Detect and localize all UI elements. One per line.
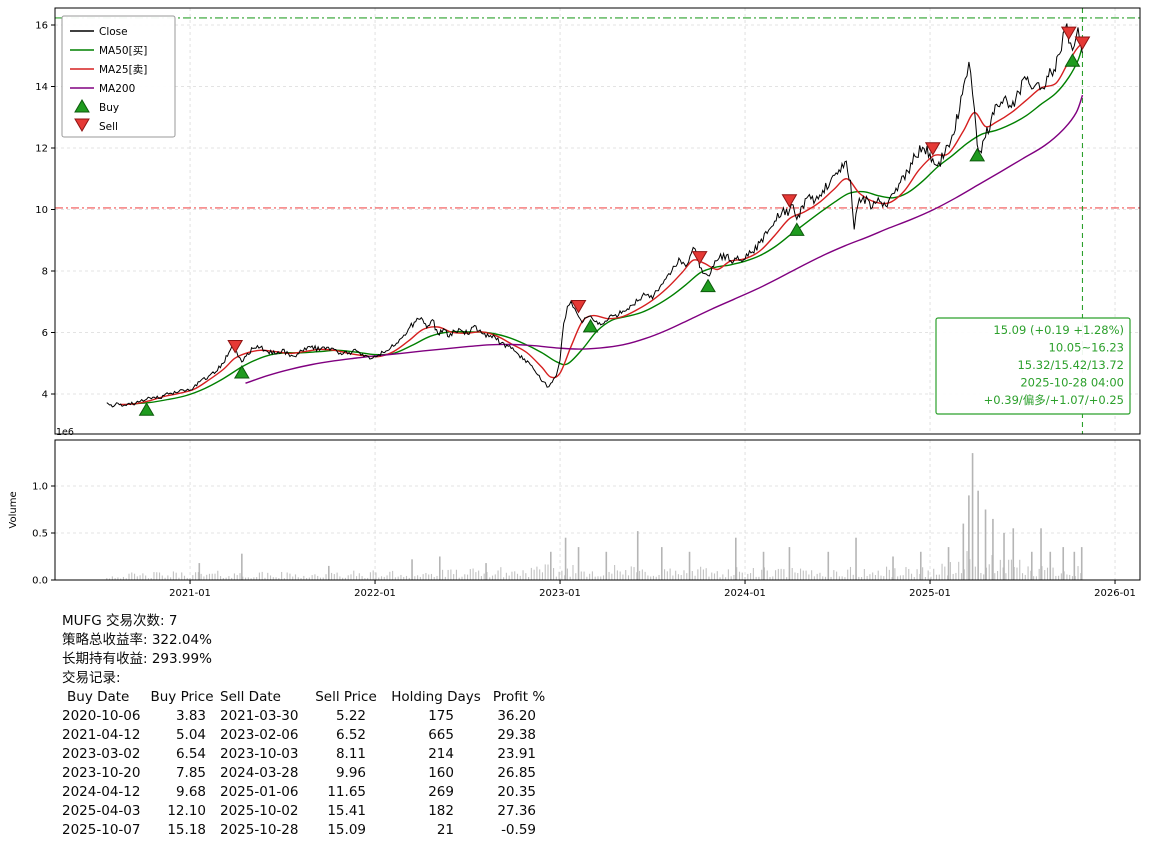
annotation-line: 10.05~16.23 bbox=[1049, 341, 1124, 355]
sell-marker bbox=[781, 194, 798, 208]
price-volume-chart: 4 6 8 10 12 14 16 0.0 0.5 1.0 2021-01 2022-01 2023-0… bbox=[8, 7, 1141, 600]
trade-row: 2020-10-06 3.83 2021-03-30 5.22 175 36.20 bbox=[62, 708, 536, 724]
price-panel-border bbox=[54, 7, 1141, 435]
buy-marker bbox=[788, 222, 805, 236]
x-tick-label: 2023-01 bbox=[539, 588, 581, 599]
ma50-line bbox=[132, 45, 1084, 405]
sell-marker bbox=[924, 142, 941, 156]
volume-offset-label: 1e6 bbox=[56, 427, 74, 438]
buy-marker bbox=[138, 402, 155, 416]
price-tick-label: 6 bbox=[42, 328, 48, 339]
annotation-line: 15.32/15.42/13.72 bbox=[1017, 358, 1124, 372]
sell-marker bbox=[570, 300, 587, 314]
summary-hold-return: 长期持有收益: 293.99% bbox=[62, 651, 212, 667]
sell-marker bbox=[227, 339, 244, 354]
trade-row: 2025-04-03 12.10 2025-10-02 15.41 182 27.36 bbox=[62, 803, 536, 819]
sell-marker bbox=[1060, 26, 1077, 41]
volume-tick-label: 0.5 bbox=[32, 529, 48, 540]
buy-marker bbox=[969, 147, 986, 162]
x-tick-label: 2024-01 bbox=[724, 588, 766, 599]
legend-label: MA50[买] bbox=[99, 45, 147, 57]
x-tick-label: 2026-01 bbox=[1094, 588, 1136, 599]
annotation-line: +0.39/偏多/+1.07/+0.25 bbox=[984, 393, 1124, 407]
strategy-report: MUFG 交易次数: 7 策略总收益率: 322.04% 长期持有收益: 293… bbox=[62, 612, 1162, 840]
trade-records-label: 交易记录: bbox=[62, 670, 121, 686]
buy-marker bbox=[700, 278, 716, 293]
x-tick-label: 2025-01 bbox=[909, 588, 951, 599]
price-tick-label: 14 bbox=[35, 82, 48, 93]
price-tick-label: 16 bbox=[35, 21, 48, 32]
legend: Close MA50[买] MA25[卖] MA200 Buy Sell bbox=[61, 15, 176, 138]
close-line bbox=[106, 23, 1083, 408]
legend-label: MA200 bbox=[99, 83, 135, 95]
summary-total-return: 策略总收益率: 322.04% bbox=[62, 632, 212, 648]
trades-header-row: Buy Date Buy Price Sell Date Sell Price Hold… bbox=[62, 688, 552, 707]
buy-marker bbox=[233, 365, 250, 379]
trades-col-header: Profit % bbox=[492, 689, 546, 705]
chart-svg: 4 6 8 10 12 14 16 0.0 0.5 1.0 2021-01 2022-01 2023-0… bbox=[8, 7, 1141, 600]
ma200-line bbox=[245, 94, 1084, 384]
annotation-line: 2025-10-28 04:00 bbox=[1020, 376, 1124, 390]
price-tick-label: 4 bbox=[42, 390, 48, 401]
trades-col-header: Buy Date bbox=[67, 689, 130, 705]
volume-tick-label: 0.0 bbox=[32, 576, 48, 587]
price-tick-label: 12 bbox=[35, 144, 48, 155]
summary-trades-count: MUFG 交易次数: 7 bbox=[62, 613, 178, 629]
legend-label: MA25[卖] bbox=[99, 64, 147, 76]
buy-legend-icon bbox=[74, 99, 90, 113]
volume-axis-label: Volume bbox=[8, 491, 19, 528]
trade-row: 2023-03-02 6.54 2023-10-03 8.11 214 23.91 bbox=[62, 746, 536, 762]
annotation-line: 15.09 (+0.19 +1.28%) bbox=[993, 323, 1124, 337]
price-tick-label: 8 bbox=[42, 267, 48, 278]
x-tick-label: 2022-01 bbox=[354, 588, 396, 599]
volume-panel-border bbox=[54, 439, 1141, 581]
price-tick-label: 10 bbox=[35, 205, 48, 216]
trade-row: 2021-04-12 5.04 2023-02-06 6.52 665 29.38 bbox=[62, 727, 536, 743]
trade-row: 2025-10-07 15.18 2025-10-28 15.09 21 -0.59 bbox=[62, 822, 536, 838]
buy-marker bbox=[582, 318, 599, 333]
x-tick-label: 2021-01 bbox=[169, 588, 211, 599]
grid bbox=[55, 8, 1140, 581]
legend-label: Close bbox=[99, 26, 128, 38]
trades-col-header: Sell Date bbox=[220, 689, 281, 705]
legend-label: Sell bbox=[99, 121, 118, 133]
sell-marker bbox=[691, 251, 708, 265]
volume-bars bbox=[106, 453, 1083, 580]
axes-labels: 4 6 8 10 12 14 16 0.0 0.5 1.0 2021-01 2022-01 2023-0… bbox=[8, 21, 1136, 600]
trades-table: Buy Date Buy Price Sell Date Sell Price Hold… bbox=[62, 688, 552, 840]
sell-marker bbox=[1074, 36, 1091, 50]
legend-label: Buy bbox=[99, 102, 119, 114]
quote-annotation: 15.09 (+0.19 +1.28%) 10.05~16.23 15.32/15.… bbox=[935, 317, 1131, 415]
volume-tick-label: 1.0 bbox=[32, 482, 48, 493]
trade-row: 2024-04-12 9.68 2025-01-06 11.65 269 20.35 bbox=[62, 784, 536, 800]
trades-col-header: Sell Price bbox=[315, 689, 377, 705]
trades-col-header: Buy Price bbox=[150, 689, 214, 705]
trade-markers bbox=[138, 26, 1091, 416]
buy-marker bbox=[1064, 53, 1081, 67]
sell-legend-icon bbox=[74, 118, 90, 132]
trades-col-header: Holding Days bbox=[391, 689, 481, 705]
trade-row: 2023-10-20 7.85 2024-03-28 9.96 160 26.85 bbox=[62, 765, 536, 781]
